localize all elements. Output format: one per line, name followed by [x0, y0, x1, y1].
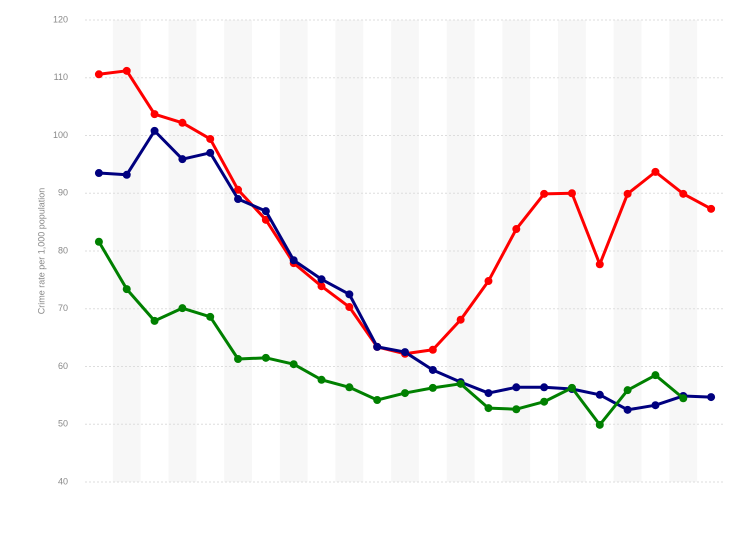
y-tick-label: 80	[58, 245, 68, 255]
point	[94, 169, 103, 178]
y-axis-label: Crime rate per 1,000 population	[36, 188, 46, 315]
series-line	[97, 241, 685, 427]
y-tick-label: 100	[53, 130, 68, 140]
point	[94, 70, 103, 79]
point	[178, 155, 187, 164]
point	[623, 386, 632, 395]
point	[206, 134, 215, 143]
point	[540, 397, 549, 406]
y-tick-label: 50	[58, 419, 68, 429]
point	[595, 260, 604, 269]
point	[122, 66, 131, 75]
y-tick-label: 90	[58, 188, 68, 198]
point	[679, 189, 688, 198]
point	[651, 401, 660, 410]
point	[567, 383, 576, 392]
point	[317, 375, 326, 384]
point	[595, 420, 604, 429]
point	[345, 290, 354, 299]
point	[178, 304, 187, 313]
point	[512, 383, 521, 392]
point	[428, 365, 437, 374]
point	[122, 285, 131, 294]
point	[373, 342, 382, 351]
point	[651, 371, 660, 380]
point	[261, 353, 270, 362]
point	[428, 345, 437, 354]
point	[428, 383, 437, 392]
point	[261, 207, 270, 216]
point	[317, 282, 326, 291]
point	[178, 118, 187, 127]
point	[456, 315, 465, 324]
point	[122, 170, 131, 179]
point	[206, 312, 215, 321]
point	[234, 185, 243, 194]
point	[623, 189, 632, 198]
point	[651, 167, 660, 176]
point	[401, 348, 409, 357]
point	[94, 237, 103, 246]
point	[512, 225, 521, 234]
point	[484, 404, 493, 413]
point	[373, 395, 382, 404]
y-tick-label: 120	[53, 14, 68, 24]
point	[150, 316, 159, 325]
point	[707, 204, 716, 213]
point	[567, 189, 576, 198]
point	[401, 389, 409, 398]
point	[345, 383, 354, 392]
y-tick-label: 110	[54, 72, 68, 82]
point	[512, 405, 521, 414]
point	[456, 379, 465, 388]
y-tick-label: 70	[58, 303, 68, 313]
point	[206, 148, 215, 157]
point	[679, 394, 688, 403]
point	[234, 195, 243, 204]
point	[623, 405, 632, 414]
point	[261, 215, 270, 224]
point	[289, 256, 298, 265]
point	[150, 110, 159, 119]
point	[234, 354, 243, 363]
point	[540, 383, 549, 392]
y-tick-label: 40	[58, 476, 68, 486]
point	[707, 393, 716, 402]
point	[484, 389, 493, 398]
point	[150, 126, 159, 135]
y-tick-label: 60	[58, 361, 68, 371]
point	[317, 275, 326, 284]
point	[595, 390, 604, 399]
point	[289, 360, 298, 369]
point	[345, 303, 354, 312]
point	[484, 277, 493, 286]
point	[540, 189, 549, 198]
